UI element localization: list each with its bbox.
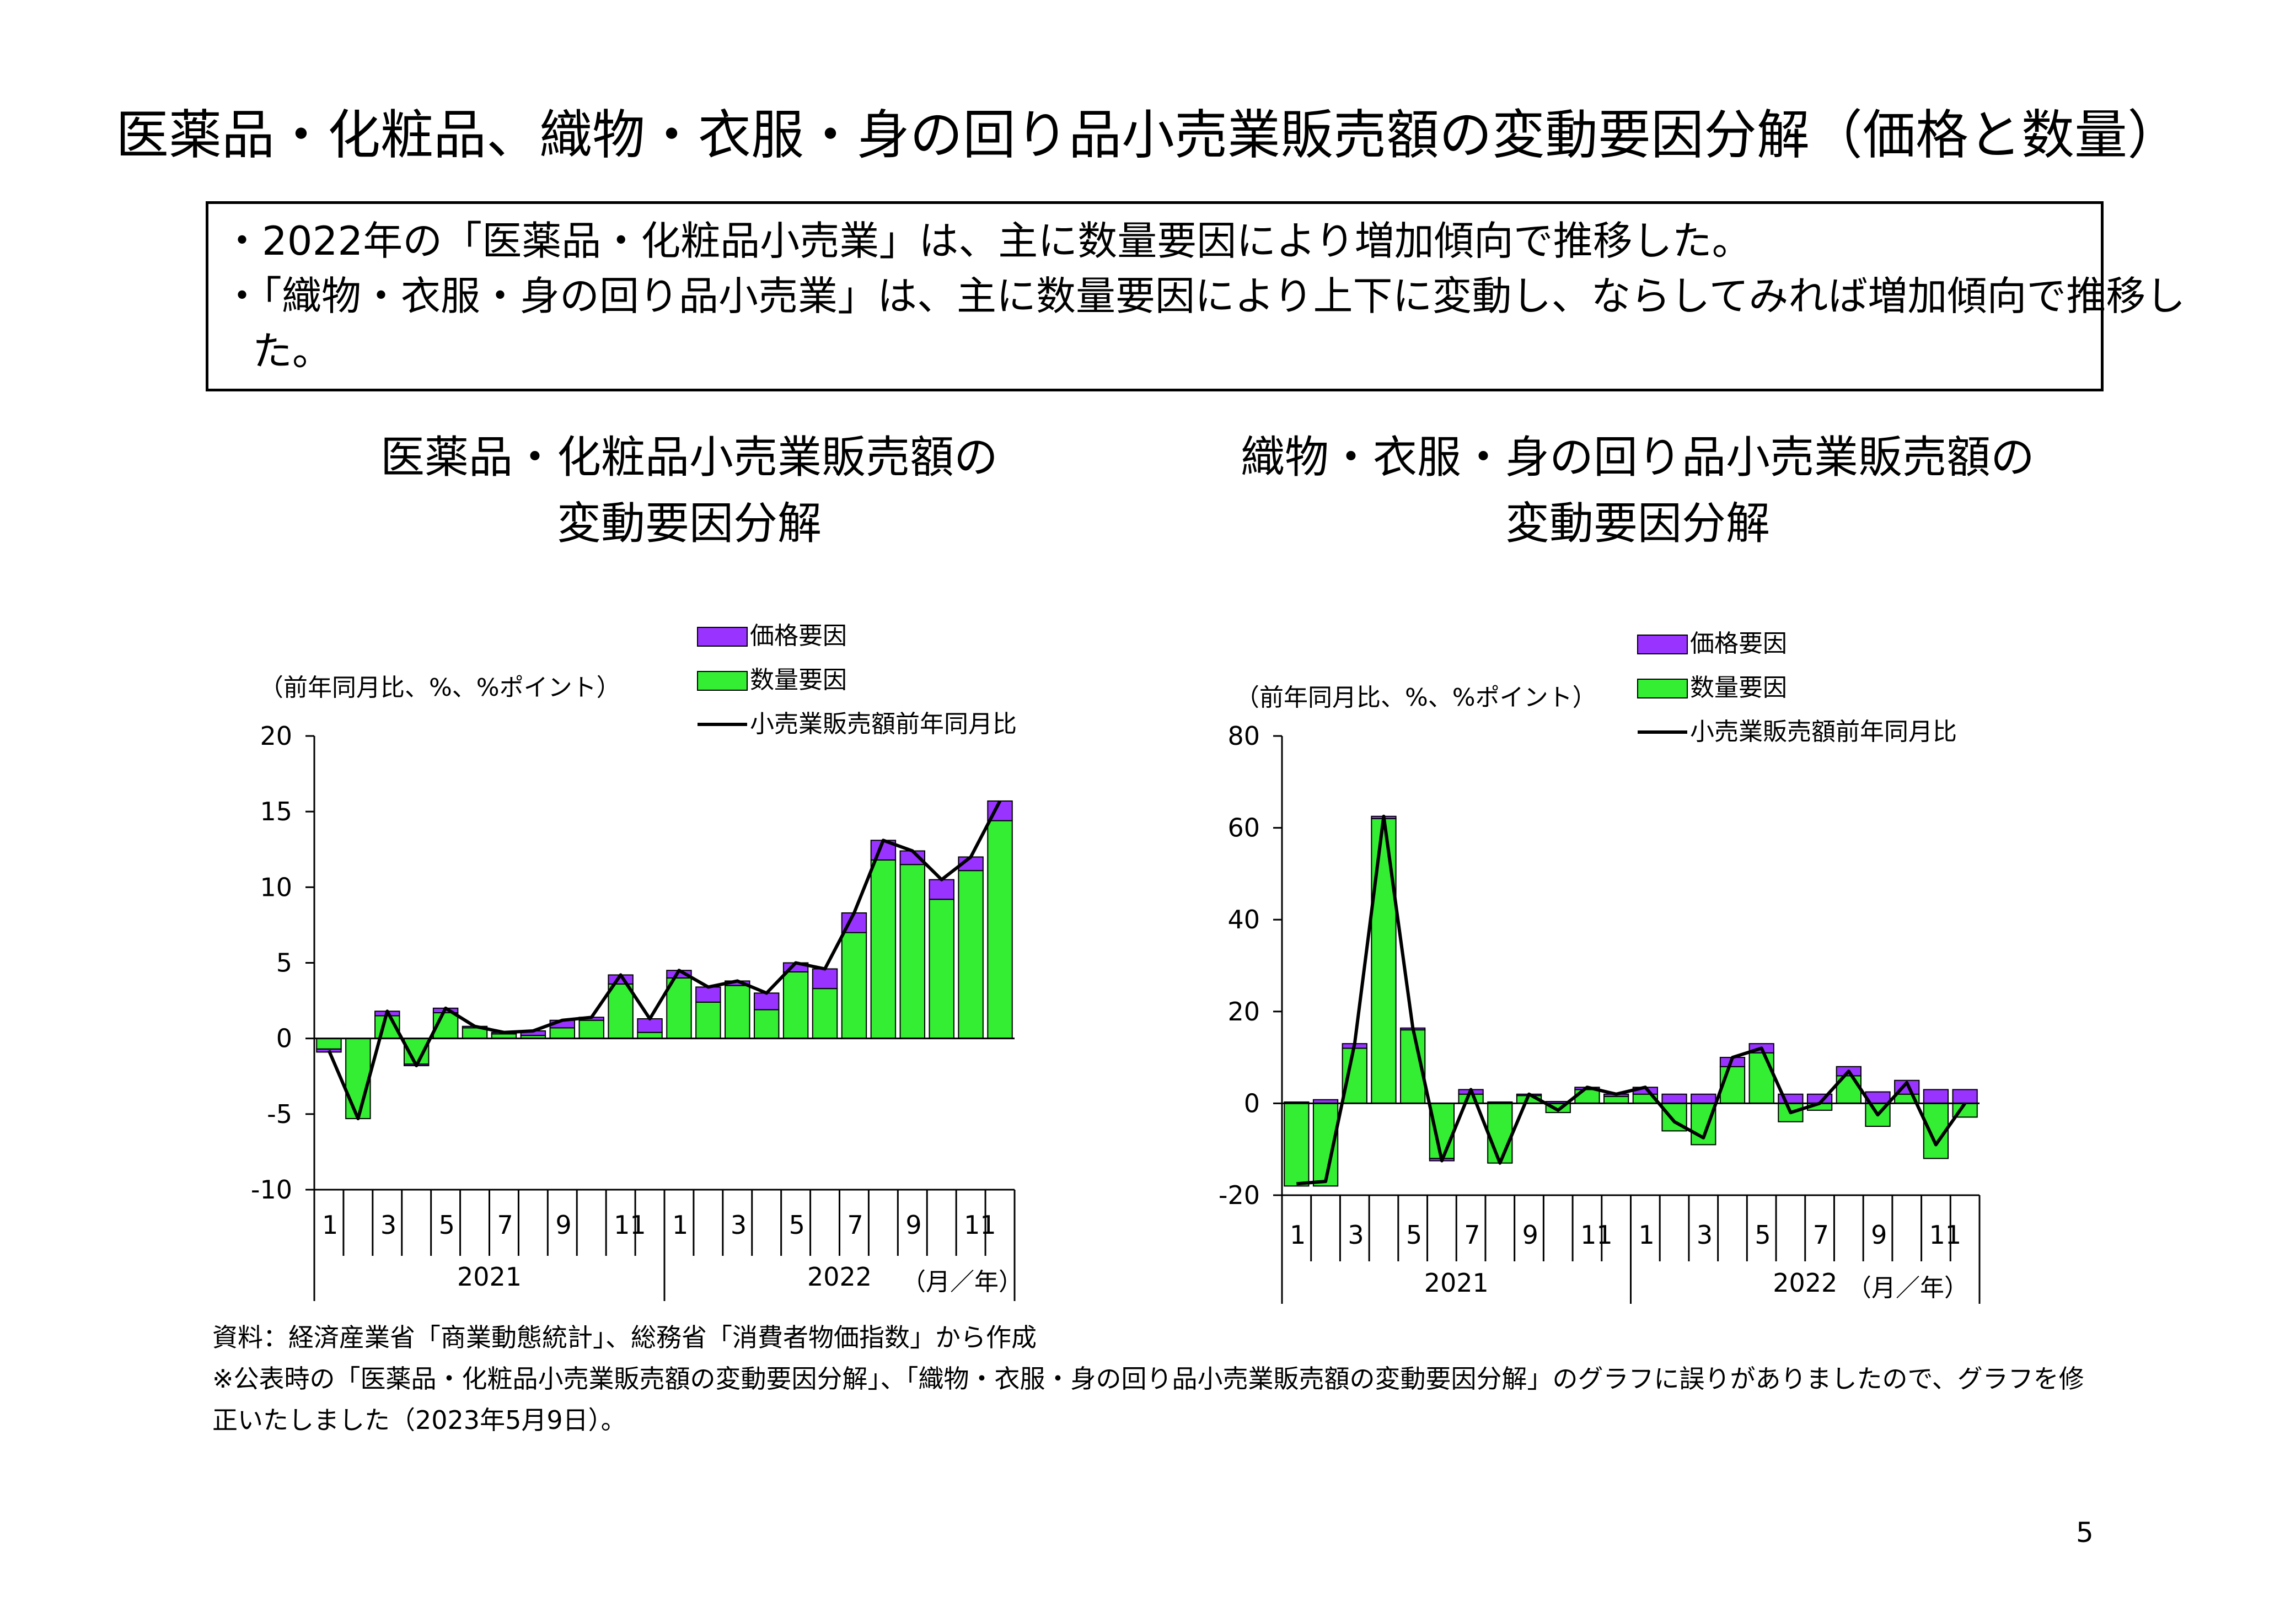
quantity-bar	[1603, 1095, 1629, 1104]
legend-price-label: 価格要因	[750, 622, 847, 650]
quantity-bar	[1458, 1093, 1484, 1104]
y-tick-label: 80	[1227, 721, 1260, 751]
y-tick-label: 20	[1227, 997, 1260, 1027]
quantity-bar	[1371, 818, 1397, 1104]
quantity-bar	[1574, 1089, 1600, 1104]
total-sales-line	[1296, 814, 1967, 1186]
month-label: 9	[905, 1210, 921, 1240]
quantity-bar	[1748, 1052, 1774, 1104]
y-axis-label: （前年同月比、%、%ポイント）	[1235, 684, 1597, 712]
correction-note-line-2: 正いたしました（2023年5月9日）。	[212, 1405, 626, 1435]
y-tick-label: 0	[1244, 1088, 1260, 1118]
summary-box: ・2022年の「医薬品・化粧品小売業」は、主に数量要因により増加傾向で推移した。…	[206, 201, 2185, 391]
month-label: 9	[555, 1210, 571, 1240]
month-label: 9	[1522, 1220, 1538, 1250]
y-tick-label: 60	[1227, 813, 1260, 843]
year-label: 2022	[1773, 1268, 1837, 1298]
legend-line-label: 小売業販売額前年同月比	[750, 710, 1017, 738]
month-label: 11	[1929, 1220, 1962, 1250]
quantity-bar	[782, 971, 809, 1039]
quantity-bar	[899, 864, 926, 1039]
year-label: 2022	[807, 1262, 872, 1292]
month-label: 7	[847, 1210, 863, 1240]
quantity-bar	[1487, 1103, 1513, 1164]
y-axis-label: （前年同月比、%、%ポイント）	[259, 674, 621, 702]
y-tick-label: 5	[276, 948, 292, 978]
quantity-bar	[345, 1038, 371, 1120]
y-tick-label: -10	[251, 1175, 292, 1205]
legend-quantity-label: 数量要因	[750, 666, 847, 694]
price-bar	[1952, 1089, 1978, 1104]
x-axis-unit-label: （月／年）	[902, 1268, 1023, 1296]
x-axis-unit-label: （月／年）	[1847, 1274, 1968, 1302]
month-label: 3	[380, 1210, 396, 1240]
price-bar	[1691, 1093, 1716, 1104]
total-sales-line	[327, 800, 1002, 1121]
month-label: 7	[497, 1210, 513, 1240]
month-label: 7	[1813, 1220, 1829, 1250]
legend-price-label: 価格要因	[1690, 630, 1787, 658]
legend-price-swatch	[697, 627, 748, 647]
month-label: 3	[1348, 1220, 1364, 1250]
quantity-bar	[958, 870, 984, 1039]
y-tick-label: 0	[276, 1024, 292, 1054]
y-tick-label: 15	[260, 797, 292, 826]
year-label: 2021	[457, 1262, 522, 1292]
summary-line-2: ・「織物・衣服・身の回り品小売業」は、主に数量要因により上下に変動し、ならしてみ…	[222, 273, 2186, 319]
page-title: 医薬品・化粧品、織物・衣服・身の回り品小売業販売額の変動要因分解（価格と数量）	[116, 104, 2180, 166]
month-label: 5	[439, 1210, 455, 1240]
month-label: 1	[672, 1210, 688, 1240]
legend-price-swatch	[1637, 635, 1688, 654]
month-label: 11	[964, 1210, 996, 1240]
price-bar	[695, 986, 721, 1003]
price-bar	[637, 1018, 663, 1033]
y-tick-label: 10	[260, 872, 292, 902]
chart2-title-line-1: 織物・衣服・身の回り品小売業販売額の	[1241, 432, 2035, 483]
price-bar	[929, 879, 954, 900]
month-label: 1	[1639, 1220, 1655, 1250]
price-bar	[1923, 1089, 1949, 1104]
quantity-bar	[578, 1019, 604, 1039]
chart2-title-line-2: 変動要因分解	[1505, 498, 1770, 549]
month-label: 5	[1755, 1220, 1771, 1250]
y-tick-label: -20	[1219, 1180, 1260, 1210]
summary-line-1: ・2022年の「医薬品・化粧品小売業」は、主に数量要因により増加傾向で推移した。	[222, 218, 1752, 264]
month-label: 9	[1871, 1220, 1887, 1250]
month-label: 5	[789, 1210, 805, 1240]
quantity-bar	[841, 932, 867, 1039]
price-bar	[753, 992, 780, 1011]
quantity-bar	[1342, 1047, 1367, 1104]
month-label: 3	[731, 1210, 747, 1240]
chart1-title-line-1: 医薬品・化粧品小売業販売額の	[380, 432, 998, 483]
quantity-bar	[1429, 1103, 1455, 1159]
chart1-title-line-2: 変動要因分解	[557, 498, 822, 549]
month-label: 7	[1464, 1220, 1480, 1250]
legend-quantity-label: 数量要因	[1690, 674, 1787, 702]
month-label: 5	[1406, 1220, 1422, 1250]
y-tick-label: 40	[1227, 905, 1260, 934]
quantity-bar	[666, 977, 692, 1039]
source-note: 資料：経済産業省「商業動態統計」、総務省「消費者物価指数」から作成	[212, 1323, 1037, 1352]
page-number: 5	[2076, 1517, 2094, 1549]
price-bar	[1661, 1093, 1687, 1104]
quantity-bar	[1284, 1103, 1310, 1187]
legend-quantity-swatch	[1637, 679, 1688, 698]
y-tick-label: 20	[260, 721, 292, 751]
summary-line-3: た。	[253, 328, 332, 374]
legend-quantity-swatch	[697, 671, 748, 691]
legend-line-label: 小売業販売額前年同月比	[1690, 718, 1957, 746]
month-label: 11	[1580, 1220, 1613, 1250]
y-tick-label: -5	[267, 1099, 292, 1129]
month-label: 11	[614, 1210, 646, 1240]
month-label: 3	[1697, 1220, 1713, 1250]
month-label: 1	[322, 1210, 338, 1240]
correction-note-line-1: ※公表時の「医薬品・化粧品小売業販売額の変動要因分解」、「織物・衣服・身の回り品…	[212, 1364, 2084, 1394]
month-label: 1	[1290, 1220, 1306, 1250]
year-label: 2021	[1424, 1268, 1489, 1298]
